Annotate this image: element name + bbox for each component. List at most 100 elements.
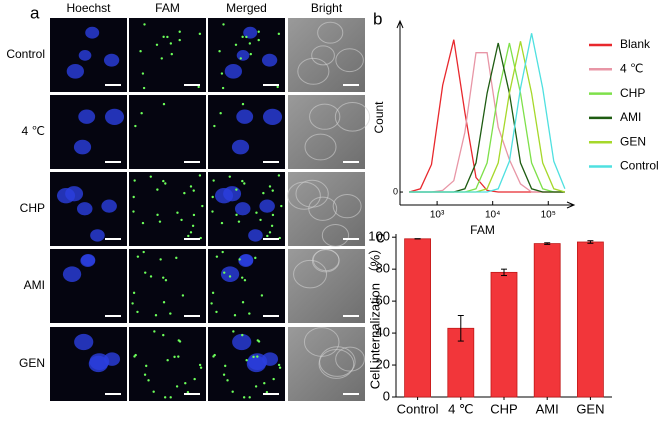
- fam-dot: [268, 185, 272, 188]
- micrograph: [50, 327, 127, 401]
- nucleus: [262, 108, 283, 125]
- bar: [577, 241, 604, 398]
- error-bar: [587, 240, 594, 244]
- fam-dot: [248, 42, 252, 45]
- axis-arrow: [396, 19, 404, 29]
- fam-dot: [186, 391, 190, 394]
- panel-label: b: [373, 9, 382, 28]
- fam-dot: [220, 221, 224, 225]
- fam-dot: [265, 391, 269, 394]
- cell-outline: [332, 194, 362, 219]
- micrograph: [208, 95, 285, 169]
- legend-label: Control: [620, 159, 659, 173]
- fam-dot: [139, 50, 142, 53]
- fam-dot: [210, 302, 213, 305]
- fam-dot: [163, 396, 167, 399]
- micrograph: [129, 327, 206, 401]
- fam-dot: [232, 330, 235, 333]
- legend-label: Blank: [620, 37, 651, 51]
- fam-dot: [220, 72, 224, 75]
- fam-dot: [199, 236, 202, 240]
- bar: [490, 271, 518, 398]
- image-background: [129, 249, 206, 323]
- row-label: 4 ℃: [22, 124, 45, 138]
- y-axis-label: Cell internalization （%）: [367, 242, 382, 389]
- fam-dot: [149, 175, 152, 178]
- histogram-curve: [409, 42, 565, 193]
- image-background: [129, 95, 206, 169]
- fam-dot: [199, 366, 203, 369]
- fam-dot: [277, 174, 281, 177]
- panel-label: c: [376, 227, 385, 246]
- histogram-curve: [409, 39, 565, 193]
- fam-dot: [223, 271, 226, 274]
- fam-dot: [228, 275, 232, 278]
- nucleus: [85, 26, 100, 39]
- fam-dot: [212, 179, 215, 182]
- fam-dot: [184, 382, 187, 385]
- fam-dot: [162, 179, 165, 183]
- fam-dot: [183, 191, 186, 195]
- nucleus: [80, 254, 96, 268]
- fam-dot: [241, 179, 244, 183]
- fam-dot: [162, 301, 166, 304]
- fam-dot: [213, 124, 216, 128]
- fam-dot: [153, 330, 156, 333]
- x-tick-label: 4 ℃: [448, 401, 473, 416]
- micrograph: [208, 172, 285, 246]
- micrograph: [287, 172, 365, 247]
- cell-outline: [309, 103, 341, 130]
- fam-dot: [235, 188, 238, 191]
- cell-outline: [321, 223, 350, 247]
- fam-dot: [201, 204, 204, 208]
- fam-dot: [141, 221, 145, 225]
- fam-dot: [277, 32, 281, 36]
- x-tick-label: AMI: [536, 401, 559, 416]
- fam-dot: [169, 312, 172, 315]
- fam-dot: [191, 224, 195, 228]
- fam-dot: [243, 182, 246, 185]
- fam-dot: [271, 189, 274, 192]
- fam-dot: [255, 211, 258, 214]
- nucleus: [74, 333, 94, 351]
- micrograph: [129, 172, 206, 246]
- fam-dot: [270, 224, 274, 228]
- micrograph: [288, 248, 365, 323]
- axis-arrow: [566, 201, 576, 209]
- fam-dot: [260, 294, 264, 297]
- fam-dot: [245, 35, 248, 39]
- y-tick-label: 100: [368, 229, 390, 244]
- x-axis-label: FAM: [470, 223, 495, 237]
- fam-dot: [248, 396, 251, 399]
- fam-dot: [211, 291, 215, 295]
- micrograph: [129, 249, 206, 323]
- fam-dot: [156, 213, 159, 217]
- fam-dot: [237, 220, 241, 223]
- fam-dot: [249, 52, 252, 56]
- image-background: [129, 18, 206, 92]
- cell-outline: [293, 259, 328, 289]
- fam-dot: [136, 255, 140, 258]
- error-bar: [457, 315, 464, 342]
- fam-dot: [197, 85, 200, 89]
- fam-dot: [263, 382, 266, 385]
- fam-dot: [147, 379, 150, 382]
- cell-outline: [311, 45, 335, 66]
- micrograph: [288, 327, 365, 401]
- image-background: [288, 18, 365, 92]
- fam-dot: [215, 255, 219, 258]
- nucleus: [234, 202, 251, 216]
- fam-dot: [192, 189, 195, 192]
- fam-dot: [254, 256, 257, 260]
- fam-dot: [158, 220, 162, 223]
- cell-outline: [335, 346, 365, 372]
- y-tick-label: 60: [376, 293, 390, 308]
- cell-outline: [335, 48, 364, 73]
- fam-dot: [252, 355, 255, 359]
- row-label: CHP: [20, 201, 45, 215]
- nucleus: [78, 109, 96, 124]
- fam-dot: [175, 385, 179, 388]
- nucleus: [90, 229, 105, 242]
- fam-dot: [192, 213, 196, 217]
